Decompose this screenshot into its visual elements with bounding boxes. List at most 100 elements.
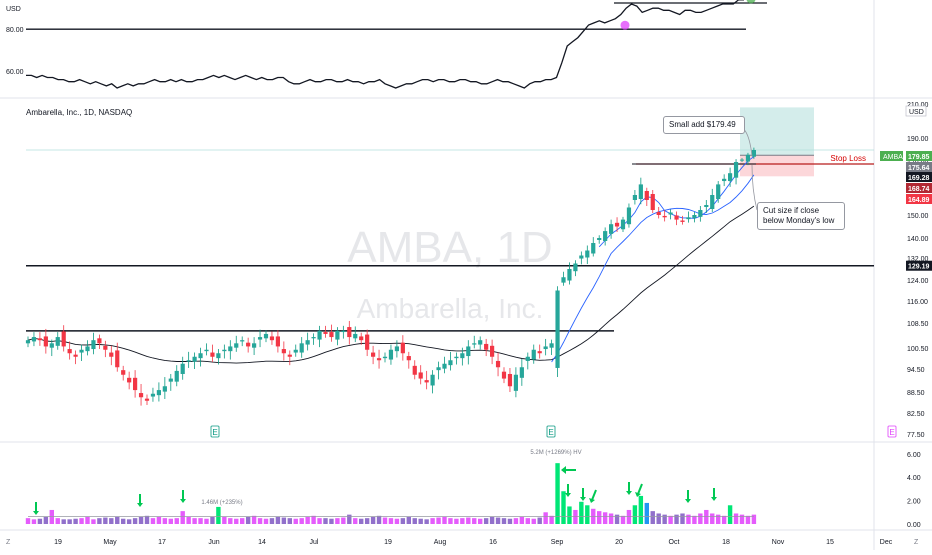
volume-bar — [614, 514, 620, 524]
candle-body — [43, 336, 48, 347]
volume-bar — [573, 509, 578, 524]
time-axis-label: 19 — [384, 539, 392, 546]
volume-bar — [567, 506, 572, 524]
cut-size-note[interactable]: Cut size if close below Monday's low — [757, 202, 845, 230]
candle-body — [133, 377, 138, 391]
volume-bar — [335, 518, 340, 524]
price-pane: Stop Loss E E E — [25, 126, 897, 438]
volume-bar — [216, 506, 221, 524]
currency-badge-label: USD — [909, 109, 924, 116]
volume-bar — [353, 518, 358, 524]
earnings-marker-label: E — [889, 428, 894, 437]
volume-bar — [454, 518, 459, 524]
candle-body — [436, 367, 441, 371]
price-tick-label: 100.50 — [907, 346, 929, 353]
volume-tick-label: 6.00 — [907, 452, 921, 459]
candle-body — [513, 374, 518, 391]
price-tick-label: 124.00 — [907, 278, 929, 285]
volume-bar — [370, 516, 376, 524]
volume-bar — [430, 518, 435, 524]
volume-bar — [442, 516, 447, 524]
candle-body — [49, 343, 54, 348]
candle-body — [246, 342, 251, 347]
volume-bar — [245, 516, 251, 524]
volume-bar — [109, 518, 114, 524]
volume-spike-label: 5.2M (+1269%) HV — [530, 450, 581, 456]
candle-body — [329, 332, 334, 338]
candle-body — [751, 150, 756, 157]
candle-body — [162, 386, 167, 392]
candle-body — [257, 337, 263, 340]
volume-bar — [198, 518, 203, 524]
price-badge — [906, 162, 932, 172]
candle-body — [597, 238, 602, 240]
indicator-tick-label: 60.00 — [6, 69, 24, 76]
volume-bar — [674, 514, 679, 524]
candle-body — [317, 330, 322, 340]
volume-marker-head — [137, 503, 143, 507]
volume-bar — [210, 516, 215, 524]
volume-bar — [263, 518, 269, 524]
candle-body — [674, 215, 679, 220]
volume-mid-label: 1.46M (+235%) — [201, 500, 242, 506]
volume-bar — [436, 517, 441, 524]
volume-bar — [275, 516, 281, 524]
candle-body — [240, 340, 245, 342]
time-axis-label: Oct — [669, 539, 680, 546]
candle-body — [115, 350, 120, 368]
volume-bar — [359, 518, 364, 524]
candle-body — [490, 345, 495, 357]
volume-bar — [418, 518, 423, 524]
candle-body — [406, 356, 411, 361]
volume-bar — [710, 513, 715, 524]
volume-bar — [727, 505, 733, 524]
indicator-pane: 80.00 60.00 — [6, 0, 767, 89]
candle-body — [739, 159, 745, 161]
volume-bar — [25, 518, 31, 524]
volume-bar — [531, 518, 536, 524]
time-axis-label: 17 — [158, 539, 166, 546]
candle-body — [67, 349, 72, 354]
candle-body — [138, 393, 144, 398]
candle-body — [347, 327, 352, 338]
volume-bar — [513, 518, 519, 524]
indicator-tick-label: 80.00 — [6, 27, 24, 34]
candle-body — [216, 353, 221, 359]
candle-body — [442, 363, 447, 369]
volume-bar — [483, 518, 489, 524]
candle-body — [573, 263, 578, 272]
candle-body — [591, 243, 596, 254]
candle-body — [55, 337, 60, 346]
volume-bar — [525, 518, 530, 524]
volume-bar — [686, 514, 691, 524]
candle-body — [335, 330, 340, 340]
volume-pane: 6.00 4.00 2.00 0.00 5.2M (+1269%) HV 1.46M (+… — [25, 450, 921, 529]
candle-body — [103, 345, 108, 350]
chart-title: Ambarella, Inc., 1D, NASDAQ — [26, 108, 133, 117]
time-axis-label: Dec — [880, 539, 893, 546]
name-watermark: Ambarella, Inc. — [357, 293, 544, 324]
volume-bar — [751, 514, 757, 524]
profit-zone — [740, 107, 814, 156]
candle-body — [626, 207, 632, 225]
volume-bar — [597, 511, 602, 524]
candle-body — [73, 354, 78, 357]
small-add-note[interactable]: Small add $179.49 — [663, 116, 745, 134]
price-tick-label: 82.50 — [907, 411, 925, 418]
candle-body — [210, 352, 215, 357]
candle-body — [579, 255, 584, 259]
time-axis-label: Sep — [551, 539, 564, 546]
volume-bar — [644, 502, 649, 524]
candle-body — [127, 377, 132, 383]
candle-body — [275, 336, 280, 347]
volume-bar — [716, 514, 721, 524]
symbol-watermark: AMBA, 1D — [347, 223, 552, 272]
symbol-badge-label: AMBA — [883, 154, 903, 161]
volume-bar — [376, 515, 382, 524]
candle-body — [716, 184, 721, 199]
candle-body — [192, 356, 197, 362]
volume-bar — [662, 514, 667, 524]
volume-bar — [656, 513, 661, 524]
volume-bar — [305, 516, 310, 524]
